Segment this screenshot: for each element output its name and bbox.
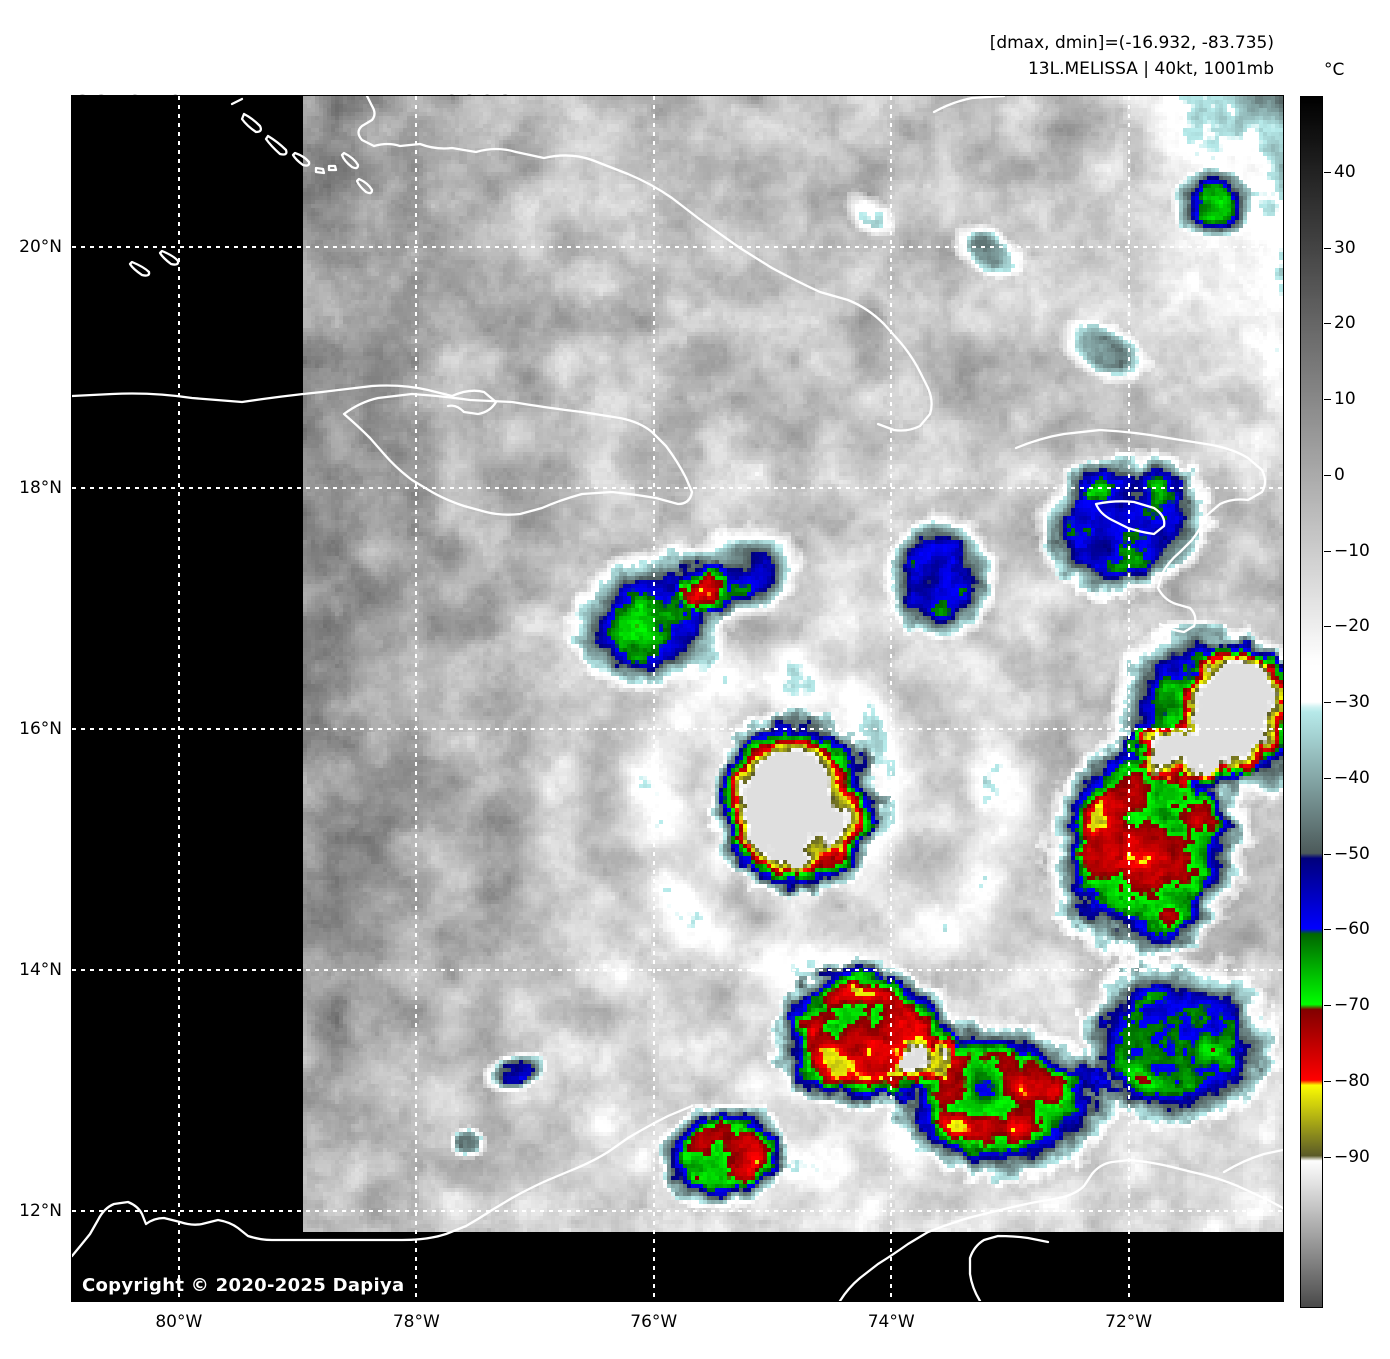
cay-1 (230, 97, 244, 106)
gridline-lat (72, 1209, 1283, 1212)
colorbar-tick-label: −80 (1334, 1070, 1370, 1091)
cay-4 (291, 151, 311, 167)
colorbar-tick-label: 20 (1334, 313, 1356, 334)
colorbar-tick (1324, 399, 1331, 400)
gridline-lon (890, 96, 893, 1301)
guajira-peninsula-coast (72, 1104, 694, 1258)
colorbar-tick-label: −60 (1334, 919, 1370, 940)
colorbar-tick (1324, 626, 1331, 628)
colorbar-tick (1324, 777, 1331, 779)
cay-3 (264, 134, 288, 156)
gridline-lat (72, 968, 1283, 971)
colorbar-tick (1324, 550, 1331, 552)
colorbar-tick-label: −30 (1334, 692, 1370, 712)
colorbar-tick-label: 0 (1334, 464, 1345, 485)
lat-tick-label: 18°N (19, 477, 62, 498)
colorbar-tick-label: 10 (1334, 389, 1356, 409)
cay-9 (128, 260, 151, 277)
cay-2 (240, 112, 263, 134)
hispaniola-north-coast (932, 96, 1006, 114)
jamaica-coastline (342, 392, 694, 516)
lat-tick-label: 20°N (19, 236, 62, 257)
lat-tick-label: 14°N (19, 959, 62, 980)
colorbar-tick (1324, 474, 1331, 476)
storm-info-readout: 13L.MELISSA | 40kt, 1001mb (1027, 59, 1274, 79)
lon-tick-label: 74°W (867, 1312, 915, 1332)
colorbar-tick-label: −40 (1334, 767, 1370, 788)
colorbar-tick (1324, 702, 1331, 703)
colorbar-unit-label: °C (1324, 60, 1345, 80)
colorbar-tick-label: −10 (1334, 540, 1370, 561)
cay-5 (314, 166, 326, 175)
colorbar-tick (1324, 247, 1331, 249)
colorbar-tick-label: −20 (1334, 616, 1370, 637)
colorbar-tick (1324, 929, 1331, 931)
hispaniola-south-peninsula (1094, 500, 1166, 536)
colorbar-gradient (1301, 97, 1322, 1307)
venezuela-gulf-coast (968, 1234, 1050, 1301)
cay-7 (340, 151, 360, 170)
colorbar-tick (1324, 323, 1331, 325)
cuba-coastline (357, 96, 933, 432)
gridline-lon (652, 96, 655, 1301)
cay-10 (158, 249, 180, 266)
hispaniola-coastline (1014, 428, 1267, 634)
colorbar-tick-label: 30 (1334, 237, 1356, 258)
lon-tick-label: 80°W (155, 1312, 203, 1332)
cuba-southwest-coast (72, 384, 498, 416)
lon-tick-label: 78°W (392, 1312, 440, 1332)
colorbar-tick-label: −90 (1334, 1146, 1370, 1167)
brightness-temperature-raster (303, 96, 1283, 1232)
gridline-lon (1127, 96, 1130, 1301)
south-america-coastline (838, 1158, 1283, 1301)
colorbar-tick (1324, 853, 1331, 855)
coastline-overlay (72, 96, 1283, 1301)
hispaniola-southeast-coast (1222, 1148, 1283, 1174)
lat-tick-label: 12°N (19, 1200, 62, 1221)
satellite-canvas (303, 96, 1283, 1232)
cay-6 (327, 164, 338, 172)
lat-tick-label: 16°N (19, 718, 62, 739)
colorbar-tick (1324, 1005, 1331, 1006)
gridline-lat (72, 245, 1283, 248)
colorbar-tick (1324, 1156, 1331, 1158)
lon-tick-label: 76°W (630, 1312, 678, 1332)
dmax-dmin-readout: [dmax, dmin]=(-16.932, -83.735) (989, 33, 1274, 53)
colorbar-tick-label: −50 (1334, 843, 1370, 864)
copyright-notice: Copyright © 2020-2025 Dapiya (82, 1275, 405, 1296)
satellite-image-plot (72, 96, 1283, 1301)
colorbar-tick (1324, 1080, 1331, 1082)
temperature-colorbar (1300, 96, 1323, 1308)
colorbar-tick-label: −70 (1334, 995, 1370, 1015)
header-metadata: [dmax, dmin]=(-16.932, -83.735) 13L.MELI… (990, 30, 1274, 82)
lon-tick-label: 72°W (1105, 1312, 1153, 1332)
gridline-lon (177, 96, 180, 1301)
gridline-lat (72, 486, 1283, 489)
cay-8 (355, 177, 374, 195)
gridline-lon (415, 96, 418, 1301)
gridline-lat (72, 727, 1283, 730)
colorbar-tick (1324, 171, 1331, 173)
colorbar-tick-label: 40 (1334, 161, 1356, 182)
